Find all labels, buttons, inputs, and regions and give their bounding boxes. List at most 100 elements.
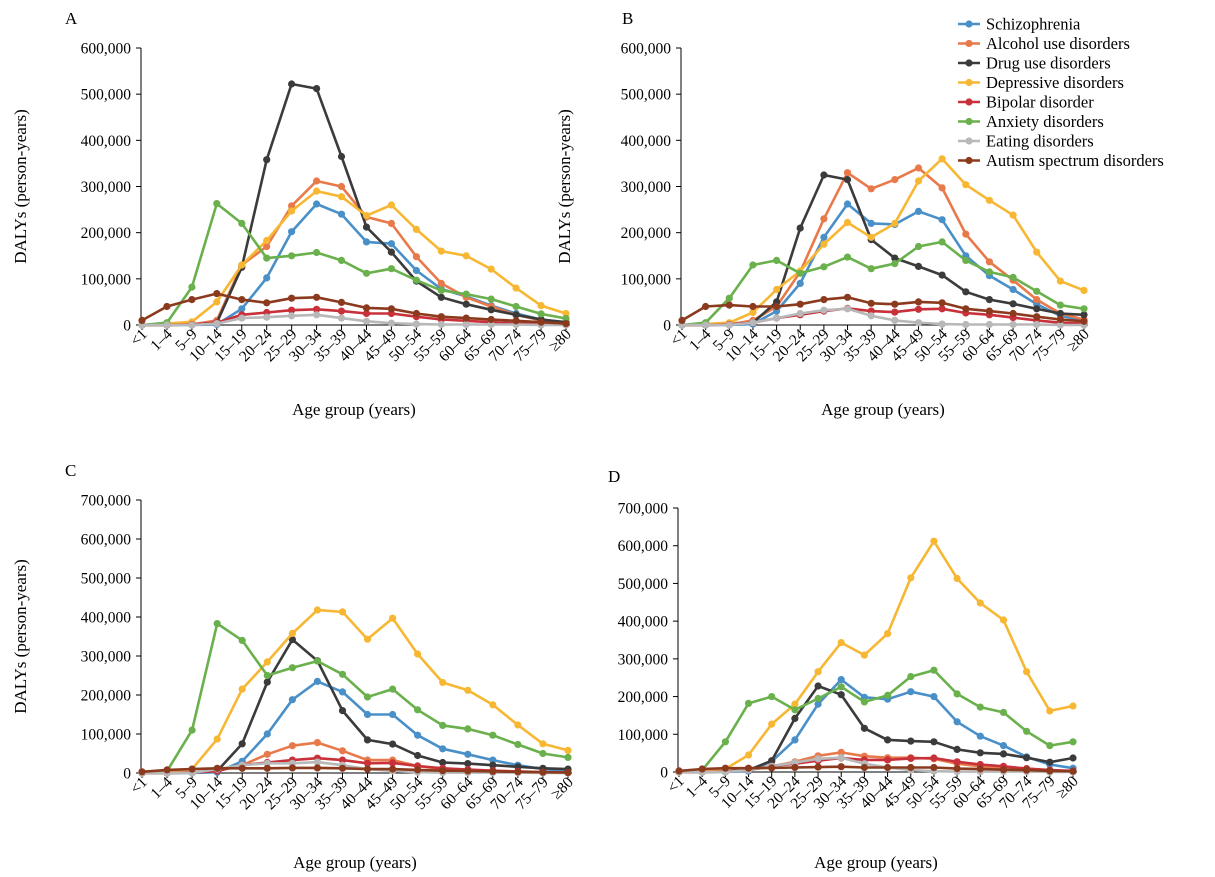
series-line — [677, 668, 1075, 774]
y-tick-label: 700,000 — [618, 501, 669, 518]
data-point — [891, 260, 899, 268]
data-point — [412, 266, 420, 275]
data-point — [213, 320, 221, 328]
data-point — [953, 765, 961, 773]
y-tick-label: 500,000 — [81, 87, 132, 104]
data-point — [796, 279, 804, 287]
data-point — [537, 302, 545, 310]
data-point — [338, 747, 347, 755]
data-point — [884, 691, 892, 700]
data-point — [914, 319, 923, 327]
legend-swatch-marker — [965, 117, 973, 126]
y-tick-label: 600,000 — [621, 41, 672, 58]
data-point — [837, 639, 845, 647]
data-point — [721, 764, 730, 772]
data-point — [288, 207, 296, 215]
x-tick-label: ≥80 — [1064, 326, 1093, 355]
data-point — [914, 177, 923, 185]
data-point — [213, 735, 221, 743]
data-point — [1023, 668, 1031, 676]
data-point — [337, 182, 346, 191]
data-point — [867, 299, 875, 307]
series-line — [140, 202, 568, 327]
data-point — [263, 658, 271, 666]
data-point — [843, 200, 852, 208]
data-point — [837, 676, 845, 684]
data-point — [263, 236, 271, 245]
data-point — [362, 269, 371, 277]
data-point — [938, 305, 946, 313]
data-point — [814, 682, 822, 690]
panel-label: C — [65, 461, 76, 480]
data-point — [363, 759, 372, 767]
legend-swatch-marker — [965, 59, 973, 67]
series-line — [677, 756, 1075, 774]
data-point — [1009, 285, 1017, 294]
data-point — [938, 238, 946, 246]
data-point — [1056, 301, 1064, 309]
y-tick-label: 100,000 — [618, 727, 669, 744]
data-point — [188, 765, 196, 773]
data-point — [414, 766, 422, 774]
data-point — [1033, 320, 1041, 329]
data-point — [884, 736, 892, 744]
data-point — [238, 314, 246, 322]
chart-panel-d: D 0 100,000 200,000 300,000 400,000 500,000 600… — [608, 467, 1082, 872]
data-point — [387, 319, 395, 327]
data-point — [678, 316, 686, 324]
data-point — [1033, 296, 1041, 304]
data-point — [773, 285, 781, 294]
data-point — [907, 574, 915, 582]
panel-label: D — [608, 467, 620, 486]
data-point — [1009, 300, 1017, 308]
legend-label: Autism spectrum disorders — [986, 151, 1164, 170]
data-point — [953, 690, 961, 698]
x-tick-label: ≥80 — [548, 774, 577, 803]
y-axis-label: DALYs (person-years) — [11, 559, 30, 714]
data-point — [820, 306, 828, 314]
data-point — [1033, 248, 1041, 256]
data-point — [439, 678, 447, 687]
data-point — [414, 706, 422, 714]
data-point — [914, 262, 923, 270]
data-point — [796, 224, 804, 232]
data-point — [337, 298, 346, 306]
data-point — [213, 290, 221, 298]
data-point — [213, 620, 221, 628]
data-point — [464, 750, 472, 758]
data-point — [412, 320, 420, 328]
data-point — [843, 305, 852, 313]
series-schizophrenia — [678, 200, 1088, 329]
y-axis-label: DALYs (person-years) — [11, 109, 30, 264]
data-point — [387, 201, 395, 209]
data-point — [976, 749, 984, 757]
data-point — [263, 671, 271, 680]
data-point — [891, 219, 899, 227]
legend-item-schizophrenia: Schizophrenia — [958, 15, 1081, 34]
data-point — [1033, 287, 1041, 295]
data-point — [976, 765, 984, 773]
data-point — [313, 758, 321, 766]
data-point — [338, 688, 347, 696]
chart-panel-b: B 0 100,000 200,000 300,000 400,000 500,000 600… — [555, 9, 1093, 419]
data-point — [773, 314, 781, 322]
series-line — [140, 202, 568, 327]
data-point — [213, 764, 221, 772]
y-tick-label: 200,000 — [621, 225, 672, 242]
data-point — [313, 739, 321, 747]
data-point — [338, 608, 347, 616]
data-point — [1080, 311, 1088, 319]
data-point — [938, 184, 946, 192]
data-point — [768, 720, 776, 728]
data-point — [1080, 286, 1088, 294]
data-point — [562, 320, 570, 328]
data-point — [884, 763, 892, 772]
data-point — [462, 320, 470, 329]
data-point — [313, 200, 321, 208]
data-point — [891, 308, 899, 316]
data-point — [914, 298, 923, 306]
data-point — [288, 252, 296, 260]
series-line — [677, 765, 1075, 773]
data-point — [796, 300, 804, 308]
data-point — [791, 706, 799, 714]
